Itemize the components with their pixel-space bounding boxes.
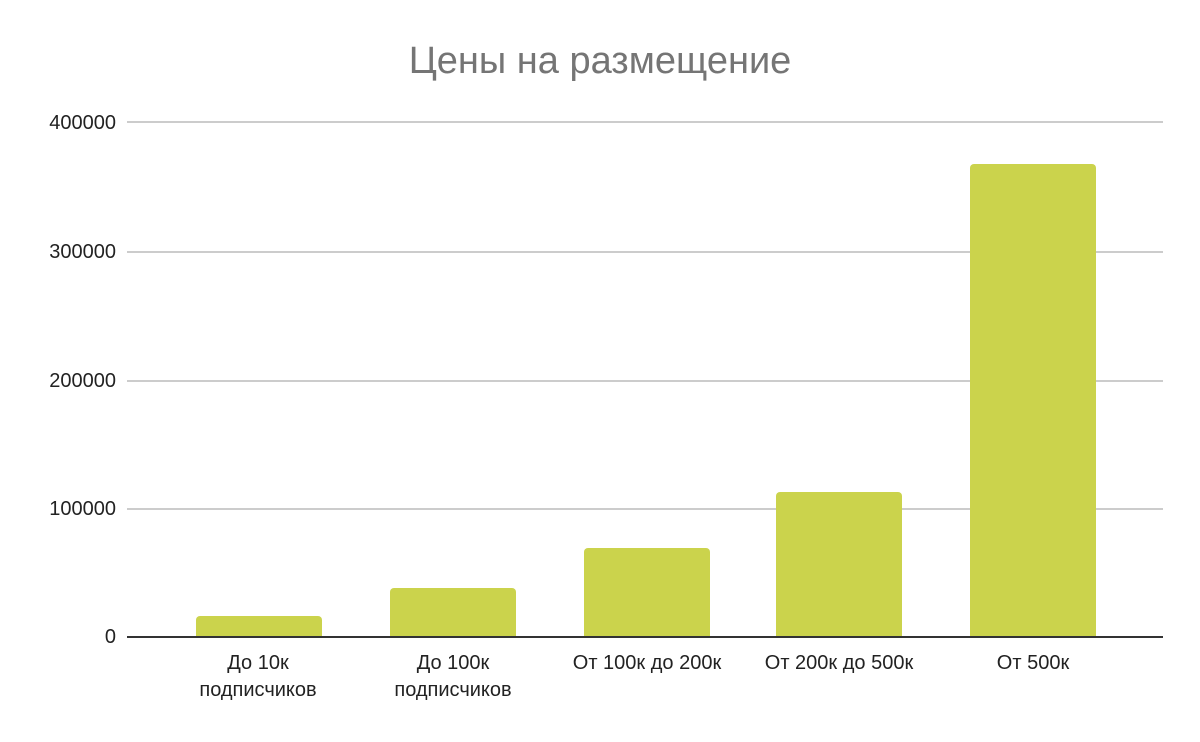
gridline-200000: [127, 380, 1163, 382]
bar: [390, 588, 516, 637]
x-tick-label: От 500к: [938, 650, 1128, 677]
gridline-100000: [127, 508, 1163, 510]
bar: [776, 492, 902, 637]
y-tick-label: 300000: [49, 241, 116, 263]
y-tick-label: 200000: [49, 370, 116, 392]
bar: [970, 164, 1096, 637]
x-tick-label-line: От 200к до 500к: [764, 652, 914, 674]
bar: [584, 548, 710, 637]
x-tick-label-line: До 100к: [416, 652, 490, 674]
chart-title: Цены на размещение: [408, 40, 792, 82]
x-tick-label-line: подписчиков: [394, 679, 512, 701]
gridline-300000: [127, 251, 1163, 253]
y-tick-label: 100000: [49, 498, 116, 520]
x-axis-line: [127, 636, 1163, 638]
x-tick-label-line: подписчиков: [199, 679, 317, 701]
x-tick-label-line: От 100к до 200к: [572, 652, 722, 674]
x-tick-label: От 200к до 500к: [744, 650, 934, 677]
bar: [196, 616, 322, 637]
x-tick-label: От 100к до 200к: [552, 650, 742, 677]
y-tick-label: 400000: [49, 112, 116, 134]
x-tick-label: До 10к подписчиков: [163, 650, 353, 704]
gridline-400000: [127, 121, 1163, 123]
x-tick-label: До 100к подписчиков: [358, 650, 548, 704]
x-tick-label-line: От 500к: [996, 652, 1070, 674]
y-tick-label: 0: [104, 626, 116, 648]
x-tick-label-line: До 10к: [227, 652, 289, 674]
